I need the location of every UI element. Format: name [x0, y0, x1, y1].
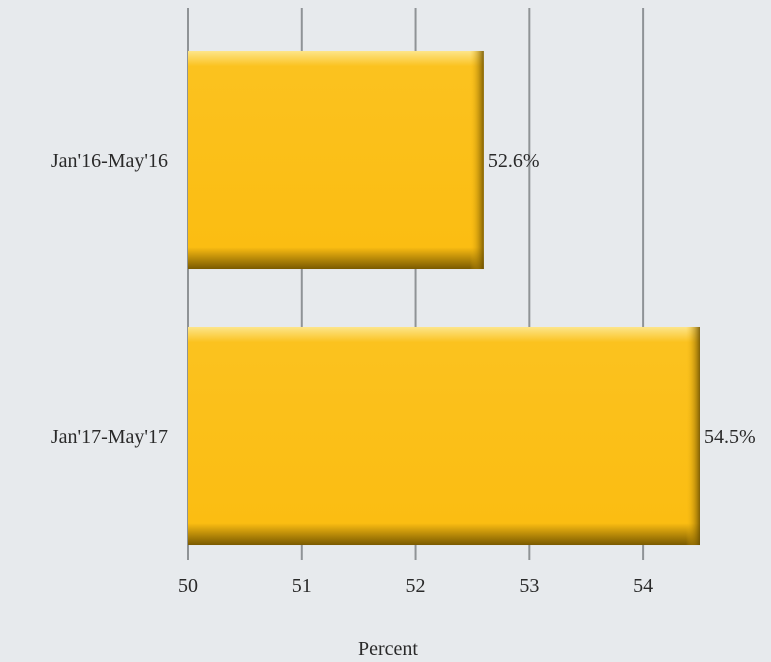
data-label-1: 54.5% [704, 426, 756, 448]
x-tick-label-52: 52 [406, 575, 426, 597]
bar-fill [188, 50, 484, 270]
bars [188, 50, 700, 546]
x-tick-label-54: 54 [633, 575, 653, 597]
bar-fill [188, 326, 700, 546]
bar-edge-shade [469, 50, 484, 270]
x-tick-label-50: 50 [178, 575, 198, 597]
bar-0 [188, 50, 484, 270]
bar-1 [188, 326, 700, 546]
x-axis-title: Percent [358, 638, 418, 660]
bar-edge-shade [686, 326, 700, 546]
data-label-0: 52.6% [488, 150, 540, 172]
category-label-0: Jan'16-May'16 [51, 150, 168, 172]
x-tick-label-51: 51 [292, 575, 312, 597]
category-label-1: Jan'17-May'17 [51, 426, 168, 448]
labels: 50 51 52 53 54 Jan'16-May'16 52.6% Jan'17-May'1… [51, 150, 756, 597]
x-tick-label-53: 53 [519, 575, 539, 597]
